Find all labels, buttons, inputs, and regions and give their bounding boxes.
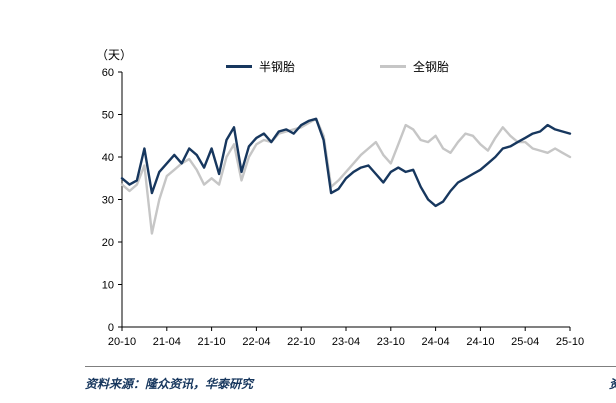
legend-item-semi-steel-tire: 半钢胎 xyxy=(226,58,295,75)
svg-text:24-10: 24-10 xyxy=(466,336,494,348)
legend-item-full-steel-tire: 全钢胎 xyxy=(380,58,449,75)
svg-text:10: 10 xyxy=(102,280,114,292)
legend-label-full-steel: 全钢胎 xyxy=(413,60,450,74)
svg-text:40: 40 xyxy=(102,152,114,164)
clipped-text-bottom-right: 资 xyxy=(609,375,616,392)
svg-text:25-04: 25-04 xyxy=(511,336,539,348)
svg-text:24-04: 24-04 xyxy=(422,336,450,348)
y-axis-unit-label: （天） xyxy=(96,48,133,62)
svg-text:20-10: 20-10 xyxy=(108,336,136,348)
chart-legend: 半钢胎 全钢胎 xyxy=(226,58,449,75)
svg-text:22-10: 22-10 xyxy=(287,336,315,348)
svg-text:22-04: 22-04 xyxy=(242,336,270,348)
svg-text:0: 0 xyxy=(108,322,114,334)
svg-text:23-04: 23-04 xyxy=(332,336,360,348)
clipped-text-top-right: （ xyxy=(609,5,616,22)
svg-text:60: 60 xyxy=(102,67,114,79)
source-attribution-text: 资料来源：隆众资讯，华泰研究 xyxy=(85,377,254,391)
footer-divider xyxy=(85,366,616,367)
svg-text:21-04: 21-04 xyxy=(153,336,181,348)
svg-text:25-10: 25-10 xyxy=(556,336,584,348)
legend-label-semi-steel: 半钢胎 xyxy=(259,60,296,74)
full-steel-line-swatch xyxy=(380,65,407,68)
svg-text:20: 20 xyxy=(102,237,114,249)
svg-text:21-10: 21-10 xyxy=(198,336,226,348)
svg-text:50: 50 xyxy=(102,110,114,122)
svg-text:23-10: 23-10 xyxy=(377,336,405,348)
semi-steel-line-swatch xyxy=(226,65,252,68)
svg-text:30: 30 xyxy=(102,195,114,207)
